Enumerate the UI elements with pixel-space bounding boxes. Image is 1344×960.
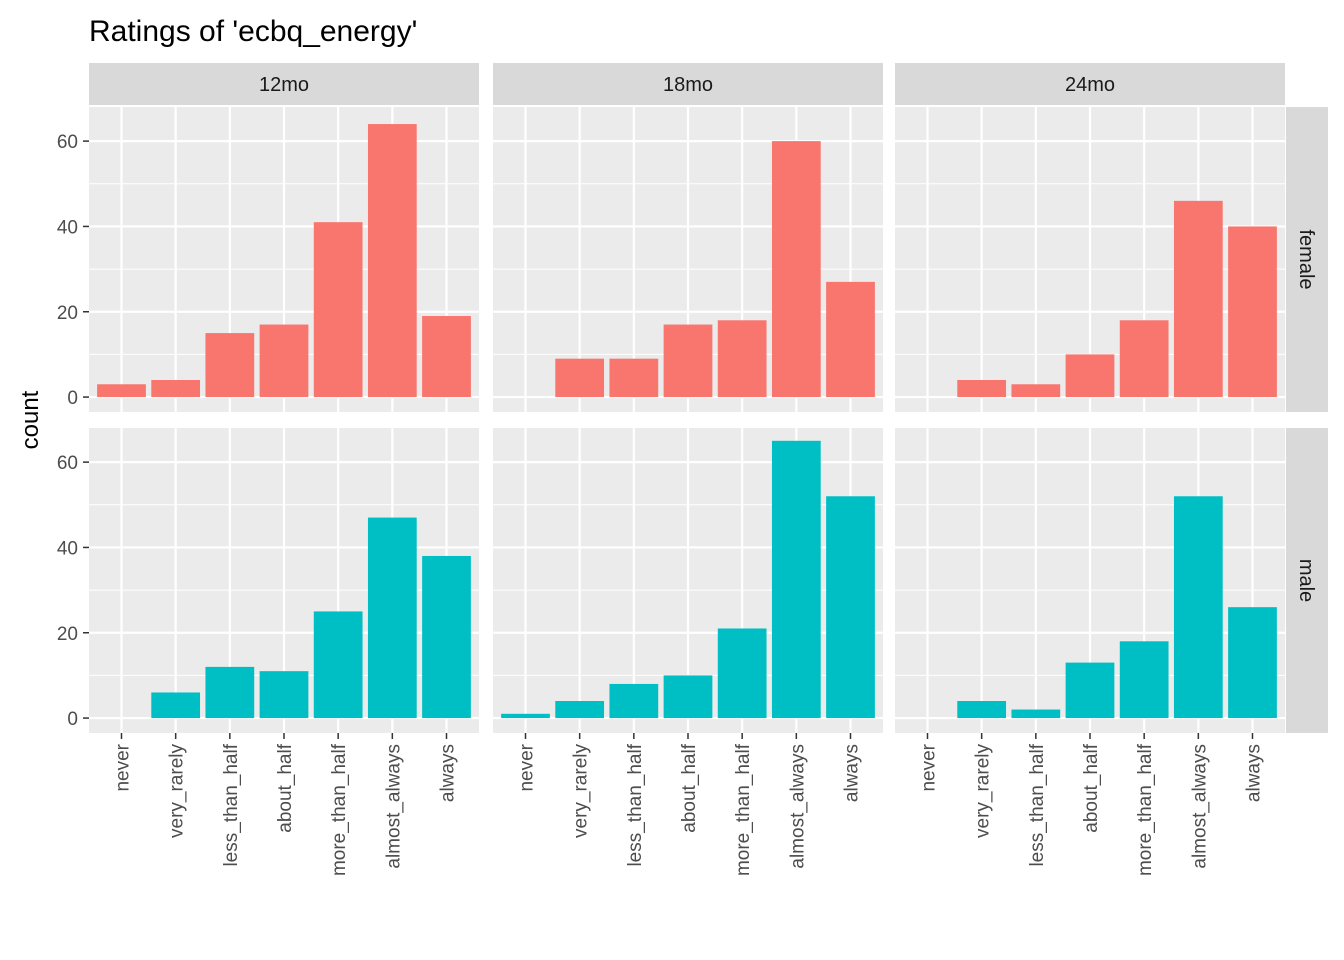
- x-tick-label: very_rarely: [973, 744, 994, 838]
- x-tick-label: about_half: [1081, 743, 1102, 832]
- bar-always: [422, 555, 471, 719]
- chart-title: Ratings of 'ecbq_energy': [89, 15, 417, 48]
- bar-very_rarely: [555, 701, 605, 719]
- x-tick-label: always: [1244, 744, 1265, 802]
- x-tick-label: very_rarely: [571, 744, 592, 838]
- bar-always: [422, 316, 471, 398]
- bar-less_than_half: [205, 666, 255, 719]
- bar-more_than_half: [313, 611, 363, 719]
- x-tick-label: almost_always: [787, 744, 808, 869]
- bar-very_rarely: [555, 358, 605, 398]
- x-tick-label: more_than_half: [329, 743, 350, 876]
- facet-panels: 12mo 18mo 24mo female male 0 20 40 60 0 20 40 60 neve…: [57, 63, 1328, 876]
- bar-always: [1228, 607, 1277, 719]
- bar-about_half: [663, 675, 713, 719]
- facet-strip-label: 18mo: [663, 74, 713, 96]
- y-tick-label: 0: [67, 709, 78, 730]
- y-tick-label: 20: [57, 303, 78, 324]
- y-tick-label: 40: [57, 217, 78, 238]
- panel-female-24mo: [895, 107, 1285, 412]
- bar-almost_always: [771, 141, 821, 398]
- y-tick-label: 60: [57, 453, 78, 474]
- bar-less_than_half: [205, 333, 255, 398]
- bar-very_rarely: [151, 692, 201, 719]
- bar-almost_always: [367, 124, 417, 398]
- y-tick-label: 20: [57, 624, 78, 645]
- facet-strip-female: [1286, 107, 1328, 412]
- bar-never: [501, 713, 550, 719]
- x-tick-label: more_than_half: [1135, 743, 1156, 876]
- bar-more_than_half: [1119, 641, 1169, 719]
- bar-less_than_half: [609, 683, 659, 719]
- panel-male-24mo: [895, 428, 1285, 733]
- y-tick-label: 40: [57, 538, 78, 559]
- y-tick-label: 0: [67, 388, 78, 409]
- x-tick-label: more_than_half: [733, 743, 754, 876]
- bar-less_than_half: [1011, 709, 1061, 719]
- panel-female-18mo: [493, 107, 883, 412]
- facet-strip-12mo: [89, 63, 479, 105]
- x-tick-label: almost_always: [383, 744, 404, 869]
- facet-strip-label: 12mo: [259, 74, 309, 96]
- bar-always: [826, 496, 875, 719]
- panel-male-18mo: [493, 428, 883, 733]
- bar-very_rarely: [957, 701, 1007, 719]
- x-tick-label: never: [113, 743, 134, 791]
- panel-female-12mo: [89, 107, 479, 412]
- bar-about_half: [1065, 662, 1115, 719]
- x-tick-label: about_half: [679, 743, 700, 832]
- y-axis-title: count: [17, 390, 44, 449]
- x-tick-label: less_than_half: [221, 743, 242, 866]
- x-tick-label: almost_always: [1189, 744, 1210, 869]
- x-tick-label: very_rarely: [167, 744, 188, 838]
- bar-more_than_half: [313, 222, 363, 398]
- panel-male-12mo: [89, 428, 479, 733]
- x-tick-label: never: [517, 743, 538, 791]
- x-tick-label: less_than_half: [625, 743, 646, 866]
- facet-strip-24mo: [895, 63, 1285, 105]
- bar-less_than_half: [1011, 384, 1061, 398]
- bar-always: [826, 281, 875, 398]
- bar-more_than_half: [717, 628, 767, 719]
- bar-more_than_half: [1119, 320, 1169, 398]
- facet-strip-male: [1286, 428, 1328, 733]
- bar-about_half: [1065, 354, 1115, 398]
- bar-more_than_half: [717, 320, 767, 398]
- x-tick-label: about_half: [275, 743, 296, 832]
- bar-almost_always: [771, 440, 821, 719]
- bar-never: [97, 384, 146, 398]
- bar-about_half: [663, 324, 713, 398]
- y-tick-label: 60: [57, 132, 78, 153]
- bar-almost_always: [1173, 496, 1223, 719]
- bar-always: [1228, 226, 1277, 398]
- x-tick-label: always: [842, 744, 863, 802]
- bar-very_rarely: [151, 380, 201, 398]
- facet-strip-label: male: [1295, 559, 1317, 602]
- x-tick-label: always: [438, 744, 459, 802]
- facet-strip-18mo: [493, 63, 883, 105]
- facet-strip-label: female: [1295, 229, 1317, 289]
- bar-almost_always: [367, 517, 417, 719]
- bar-about_half: [259, 324, 309, 398]
- bar-less_than_half: [609, 358, 659, 398]
- x-tick-label: less_than_half: [1027, 743, 1048, 866]
- bar-very_rarely: [957, 380, 1007, 398]
- facet-strip-label: 24mo: [1065, 74, 1115, 96]
- x-tick-label: never: [919, 743, 940, 791]
- bar-almost_always: [1173, 200, 1223, 398]
- bar-about_half: [259, 671, 309, 719]
